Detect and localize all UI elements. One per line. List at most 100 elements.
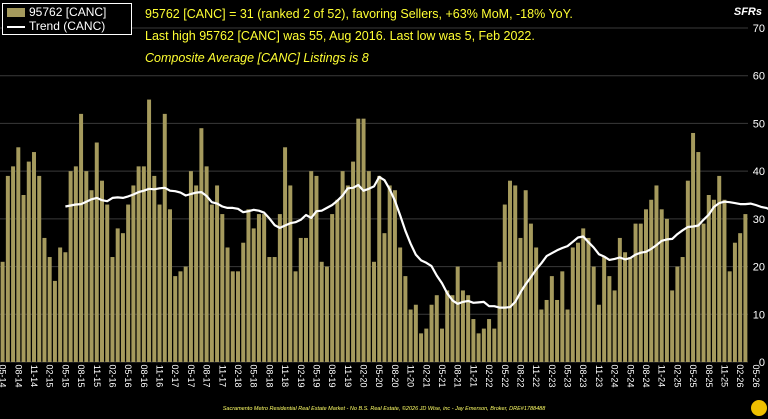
x-tick-label: 08-16: [139, 365, 149, 388]
bar: [63, 252, 68, 362]
bar: [230, 271, 235, 362]
bar: [685, 180, 690, 362]
bar: [623, 252, 628, 362]
bar: [638, 223, 643, 362]
x-tick-label: 02-23: [547, 365, 557, 388]
bar: [481, 328, 486, 362]
bar: [440, 328, 444, 362]
bar: [199, 128, 204, 362]
x-tick-label: 08-23: [578, 365, 588, 388]
y-tick-label: 40: [753, 166, 765, 178]
bar: [528, 223, 533, 362]
bar-series: [0, 99, 748, 363]
bar: [565, 309, 570, 362]
bar: [283, 147, 288, 362]
bar: [277, 214, 282, 362]
bar: [157, 204, 162, 362]
x-tick-label: 08-20: [390, 365, 400, 388]
x-tick-label: 11-15: [92, 365, 102, 387]
bar: [267, 257, 272, 362]
x-tick-label: 05-21: [437, 364, 447, 387]
bar: [413, 304, 418, 362]
bar: [21, 195, 26, 362]
bar: [204, 166, 209, 362]
bar: [596, 304, 601, 362]
bar: [335, 199, 340, 362]
bar: [209, 204, 214, 362]
bar: [84, 171, 89, 362]
bar: [288, 185, 293, 362]
bar: [26, 161, 31, 362]
bar: [644, 209, 648, 362]
legend-line-label: Trend (CANC): [29, 19, 106, 33]
unit-label: SFRs: [733, 6, 762, 18]
bar: [555, 299, 560, 362]
bar: [141, 166, 146, 362]
bar: [387, 185, 392, 362]
bar: [361, 118, 366, 363]
y-tick-label: 30: [753, 214, 765, 226]
bar: [607, 276, 612, 362]
bar: [664, 218, 669, 362]
bar: [576, 242, 580, 362]
bar: [136, 166, 141, 362]
bar: [712, 199, 716, 362]
bar: [518, 237, 523, 362]
bar: [131, 185, 136, 362]
x-tick-label: 08-18: [264, 364, 274, 387]
x-tick-label: 08-21: [453, 364, 463, 387]
bar: [73, 166, 78, 362]
x-tick-label: 05-14: [0, 364, 8, 387]
x-tick-label: 11-17: [217, 365, 227, 387]
bar: [434, 295, 439, 362]
x-tick-label: 05-19: [312, 364, 322, 387]
bar: [319, 261, 324, 362]
x-tick-label: 08-19: [327, 364, 337, 387]
footer-credit: Sacramento Metro Residential Real Estate…: [222, 406, 546, 412]
x-tick-label: 05-18: [249, 364, 259, 387]
bar: [696, 152, 701, 362]
x-tick-label: 08-15: [76, 364, 86, 387]
bar: [549, 276, 554, 362]
bar: [466, 295, 471, 362]
bar: [460, 290, 465, 362]
x-tick-label: 02-21: [421, 364, 431, 387]
x-tick-label: 02-26: [735, 364, 745, 387]
bar: [215, 185, 220, 362]
x-tick-label: 05-23: [563, 365, 573, 388]
bar: [560, 271, 565, 362]
bar: [225, 247, 230, 362]
bar: [351, 161, 356, 362]
trend-series: [65, 175, 768, 309]
bar: [508, 180, 512, 362]
bar: [68, 171, 73, 362]
bar: [539, 309, 544, 362]
bar: [220, 214, 225, 362]
bar: [304, 237, 308, 362]
bar: [126, 204, 131, 362]
x-tick-label: 11-16: [155, 365, 165, 387]
bar: [5, 175, 10, 362]
bar: [727, 271, 732, 362]
bar: [32, 152, 36, 362]
legend-bar-label: 95762 [CANC]: [29, 5, 107, 19]
bar: [743, 214, 748, 362]
bar: [419, 333, 424, 362]
y-tick-label: 70: [753, 23, 765, 35]
x-tick-label: 11-19: [343, 365, 353, 387]
x-tick-label: 02-20: [359, 365, 369, 388]
bar: [298, 237, 303, 362]
bar: [262, 214, 267, 362]
bar: [424, 328, 429, 362]
bar: [586, 237, 591, 362]
x-tick-label: 08-22: [516, 364, 526, 387]
summary-line-2: Last high 95762 [CANC] was 55, Aug 2016.…: [145, 29, 535, 43]
bar: [162, 113, 167, 362]
bar: [429, 304, 434, 362]
bar: [356, 118, 361, 363]
bar: [717, 175, 722, 362]
bar: [340, 171, 345, 362]
bar: [188, 171, 193, 362]
bar: [617, 237, 622, 362]
legend-item-trend: Trend (CANC): [7, 19, 105, 33]
